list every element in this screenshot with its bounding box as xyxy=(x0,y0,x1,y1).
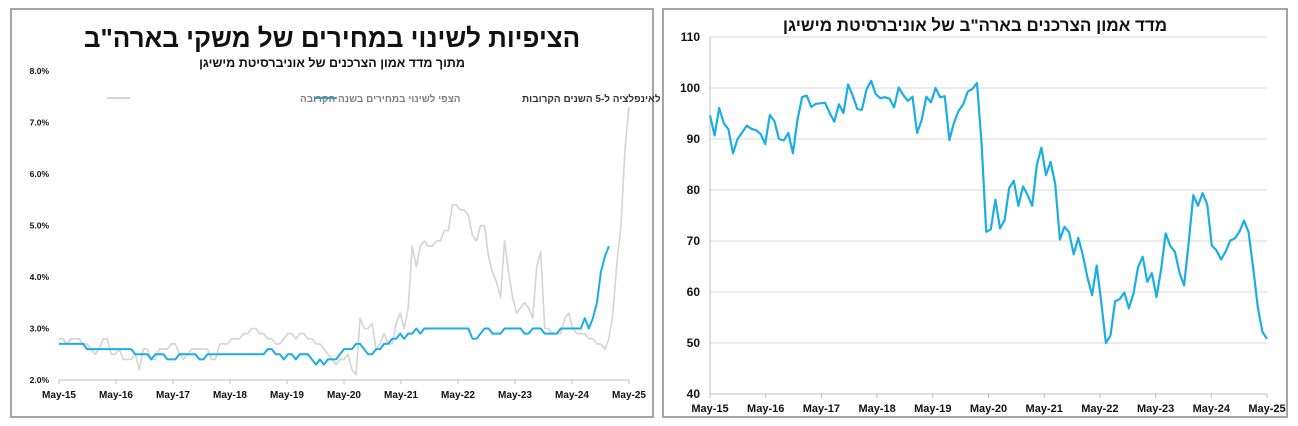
x-tick-label: May-19 xyxy=(270,390,304,401)
x-tick-label: May-23 xyxy=(1137,403,1174,415)
x-tick-label: May-15 xyxy=(691,403,728,415)
y-tick-label: 70 xyxy=(687,234,701,248)
x-tick-label: May-25 xyxy=(1248,403,1285,415)
x-tick-label: May-24 xyxy=(1193,403,1231,415)
x-tick-label: May-25 xyxy=(612,390,646,401)
left-chart-plot: 2.0% 3.0% 4.0% 5.0% 6.0% 7.0% 8.0% May-15 May-16… xyxy=(30,66,692,401)
series-line-2 xyxy=(59,245,610,366)
x-tick-label: May-23 xyxy=(498,390,532,401)
left-chart-panel: הציפיות לשינוי במחירים של משקי בארה"ב מת… xyxy=(10,8,692,418)
right-chart-plot: 40 50 60 70 80 90 100 110 May-15 May-16 May-17 May-… xyxy=(680,30,1286,415)
x-tick-label: May-21 xyxy=(384,390,418,401)
x-tick-label: May-18 xyxy=(213,390,247,401)
y-tick-label: 40 xyxy=(687,387,701,401)
x-tick-label: May-20 xyxy=(327,390,361,401)
x-tick-label: May-17 xyxy=(156,390,190,401)
legend-label-five-year: ציפיות לאינפלציה ל-5 השנים הקרובות xyxy=(522,93,692,105)
y-tick-label: 90 xyxy=(687,132,701,146)
y-tick-label: 60 xyxy=(687,285,701,299)
y-tick-label: 100 xyxy=(680,81,700,95)
y-tick-label: 50 xyxy=(687,336,701,350)
legend-label-one-year: הצפי לשינוי במחירים בשנה הקרובה xyxy=(300,93,461,105)
y-tick-label: 3.0% xyxy=(30,323,50,333)
left-chart-title: הציפיות לשינוי במחירים של משקי בארה"ב xyxy=(83,23,581,53)
x-tick-label: May-22 xyxy=(441,390,475,401)
series-line-1 xyxy=(708,79,1268,345)
x-tick-label: May-18 xyxy=(858,403,895,415)
x-tick-label: May-22 xyxy=(1081,403,1118,415)
y-tick-label: 8.0% xyxy=(30,66,50,76)
x-tick-label: May-24 xyxy=(555,390,589,401)
x-tick-label: May-15 xyxy=(42,390,76,401)
x-tick-label: May-17 xyxy=(803,403,840,415)
right-chart-panel: מדד אמון הצרכנים בארה"ב של אוניברסיטת מי… xyxy=(662,8,1288,418)
y-tick-label: 2.0% xyxy=(30,375,50,385)
x-tick-label: May-16 xyxy=(99,390,133,401)
x-tick-label: May-19 xyxy=(914,403,951,415)
left-chart-subtitle: מתוך מדד אמון הצרכנים של אוניברסיטת מישי… xyxy=(199,56,465,70)
series-line-1 xyxy=(59,107,630,376)
y-tick-label: 5.0% xyxy=(30,220,50,230)
y-tick-label: 4.0% xyxy=(30,272,50,282)
y-tick-label: 6.0% xyxy=(30,169,50,179)
right-chart-title: מדד אמון הצרכנים בארה"ב של אוניברסיטת מי… xyxy=(782,16,1168,35)
y-tick-label: 7.0% xyxy=(30,117,50,127)
y-tick-label: 110 xyxy=(681,30,701,44)
y-tick-label: 80 xyxy=(687,183,701,197)
x-tick-label: May-21 xyxy=(1026,403,1063,415)
x-tick-label: May-16 xyxy=(747,403,784,415)
x-tick-label: May-20 xyxy=(970,403,1007,415)
